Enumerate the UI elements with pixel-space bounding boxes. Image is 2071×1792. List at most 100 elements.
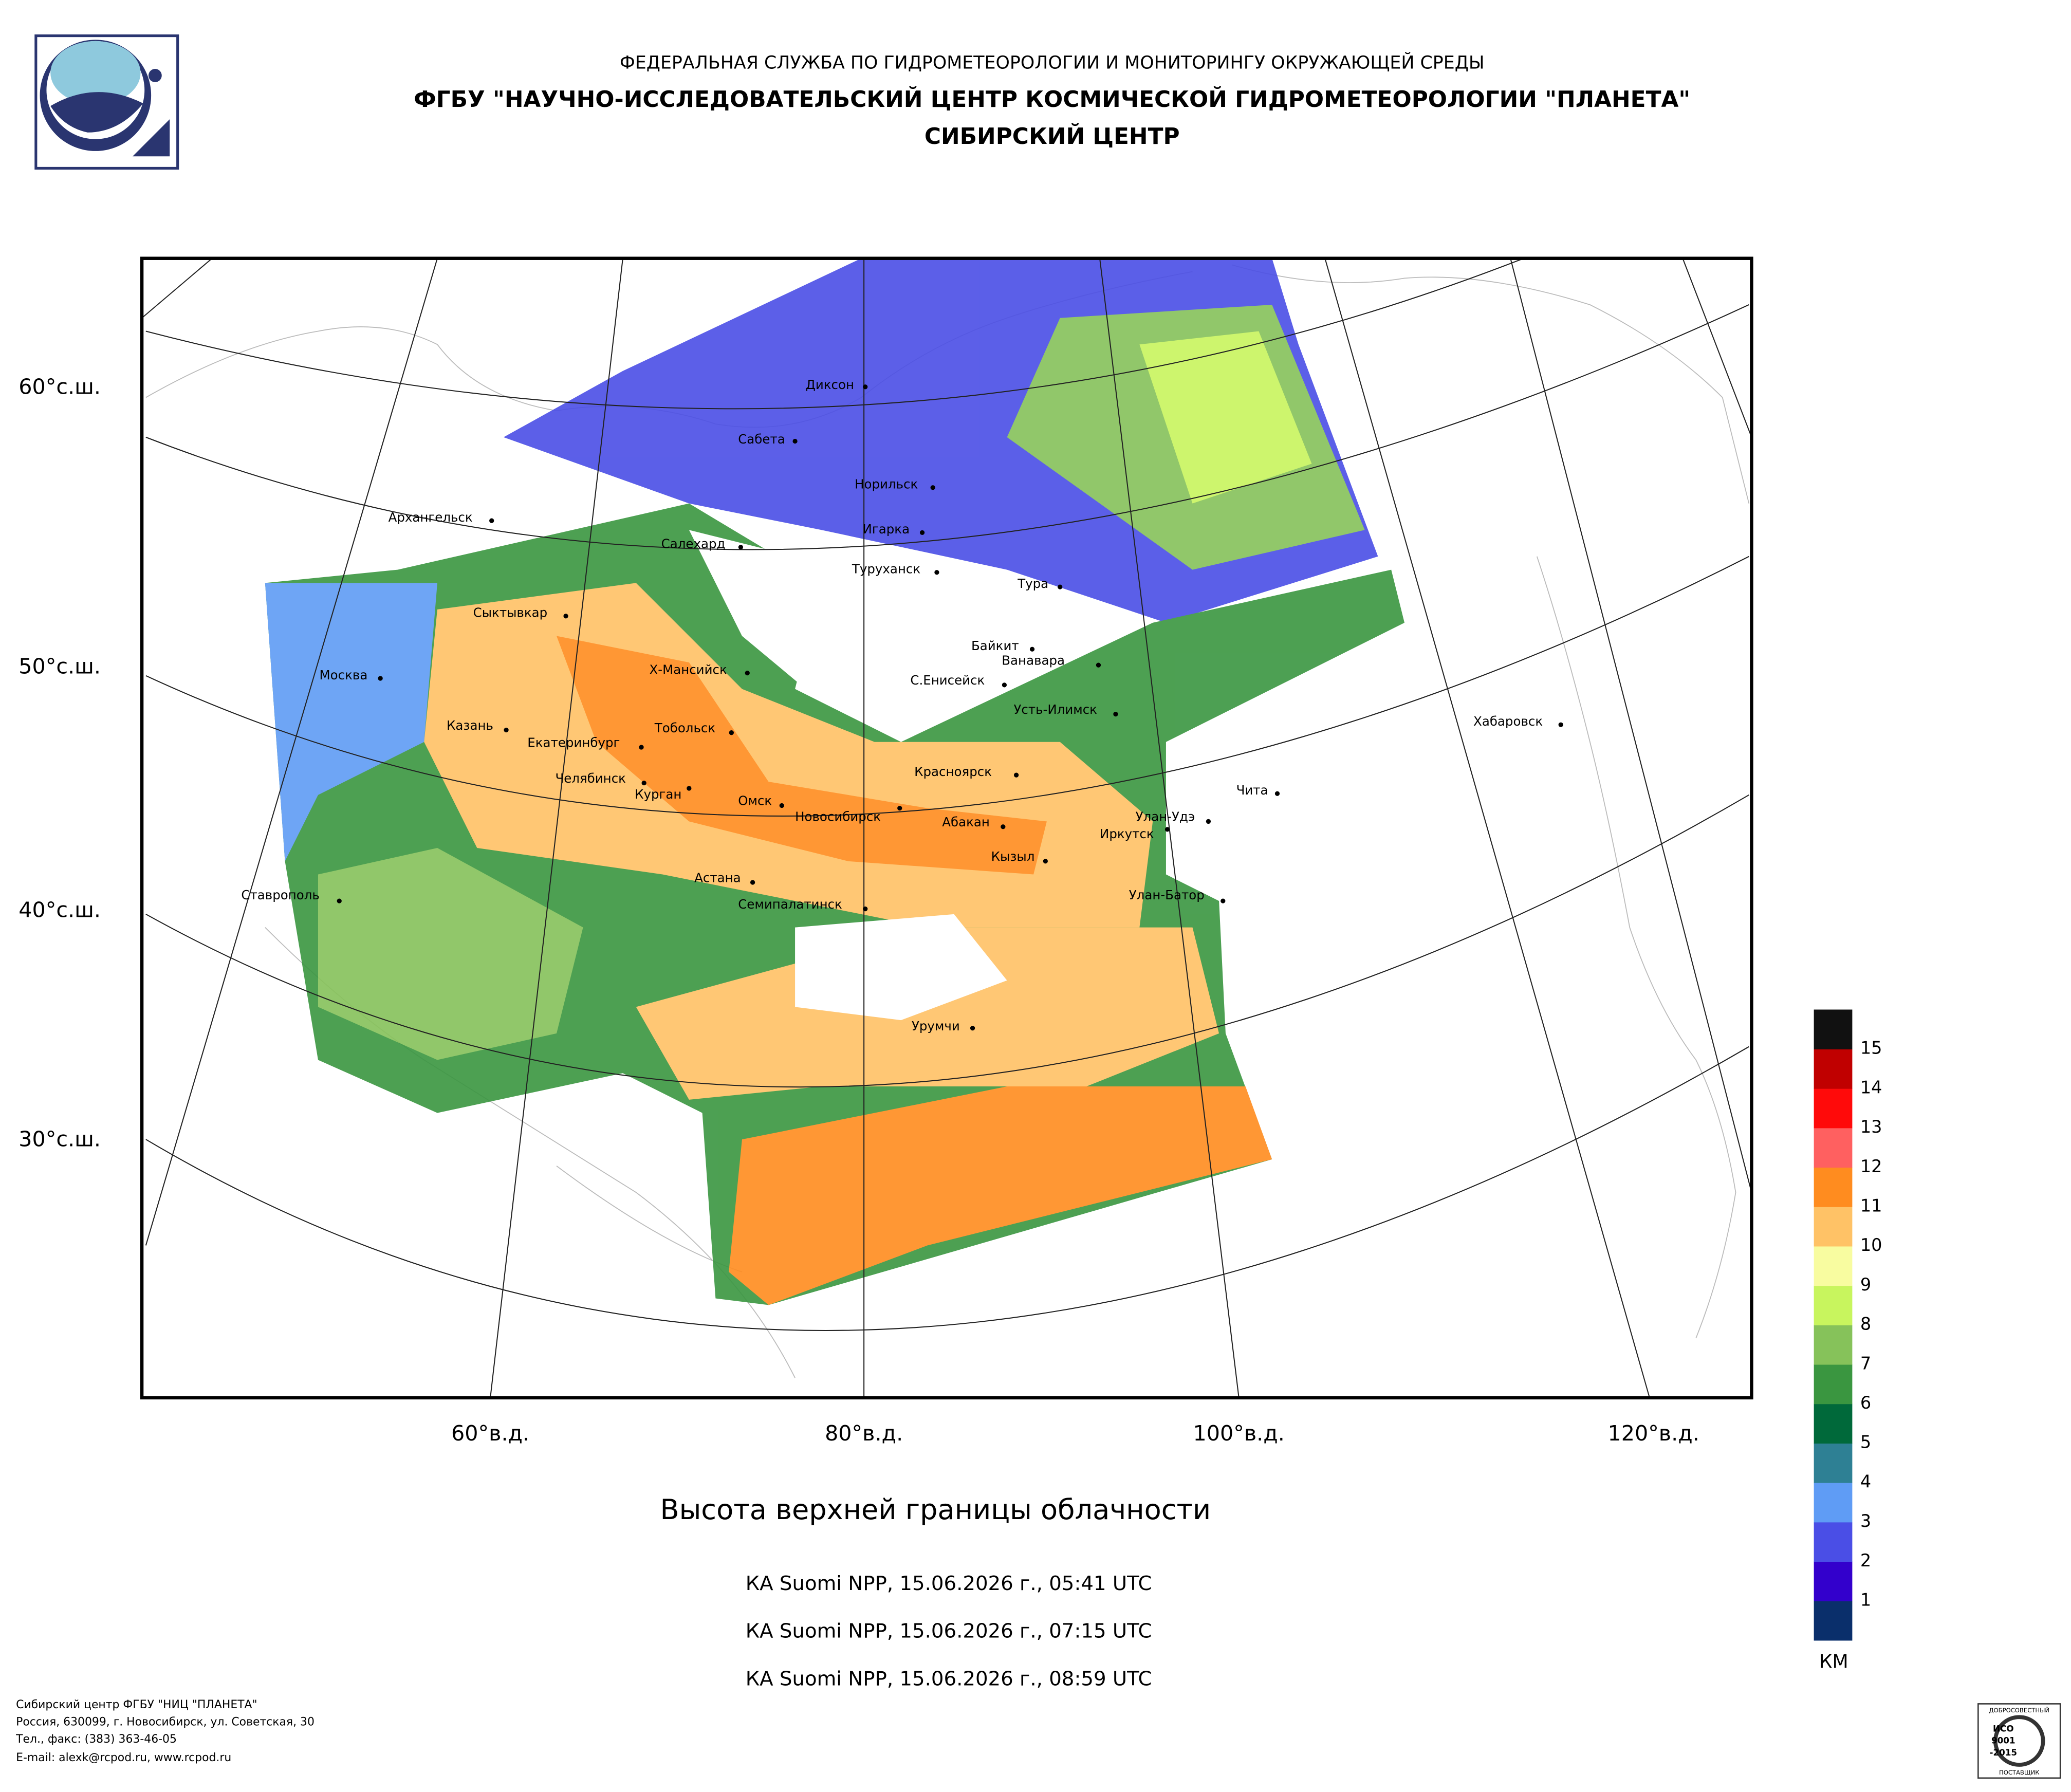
city-label: Екатеринбург [527,735,620,750]
legend-swatch [1814,1128,1853,1168]
lat-label: 50°с.ш. [19,654,101,678]
pass-line: КА Suomi NPP, 15.06.2026 г., 07:15 UTC [746,1620,1152,1643]
legend-swatch [1814,1522,1853,1562]
legend-label: 1 [1860,1590,1871,1610]
legend-label: 5 [1860,1432,1871,1452]
header-line: СИБИРСКИЙ ЦЕНТР [924,122,1180,150]
city-label: Чита [1236,783,1268,798]
graticule [142,258,1752,1398]
city-dot [1043,859,1048,864]
city-label: Байкит [971,638,1019,653]
header-line: ФЕДЕРАЛЬНАЯ СЛУЖБА ПО ГИДРОМЕТЕОРОЛОГИИ … [620,52,1485,73]
pass-line: КА Suomi NPP, 15.06.2026 г., 05:41 UTC [746,1572,1152,1595]
city-dot [639,745,644,750]
city-label: Ставрополь [241,888,319,902]
footer-line: Россия, 630099, г. Новосибирск, ул. Сове… [16,1716,315,1729]
footer-line: Сибирский центр ФГБУ "НИЦ "ПЛАНЕТА" [16,1698,257,1711]
map-frame [140,256,1753,1400]
legend-swatch [1814,1443,1853,1483]
city-dot [750,880,755,885]
map-area: Диксон Сабета Норильск Архангельск Игарка Сал… [142,258,1752,1398]
badge-text: ДОБРОСОВЕСТНЫЙ [1989,1706,2049,1714]
city-dot [930,485,935,490]
legend-swatch [1814,1600,1853,1641]
legend-swatch [1814,1403,1853,1444]
legend-label: 3 [1860,1511,1871,1531]
city-label: Новосибирск [795,809,881,824]
lon-label: 120°в.д. [1607,1421,1699,1446]
badge-text: ИСО [1993,1723,2014,1733]
city-label: Челябинск [555,771,626,786]
city-label: Тобольск [654,721,715,735]
city-dot [1029,646,1035,652]
legend-swatch [1814,1364,1853,1405]
legend-label: 9 [1860,1274,1871,1295]
city-dot [563,614,568,619]
city-dot [863,906,868,912]
legend-label: 14 [1860,1077,1882,1097]
lon-label: 60°в.д. [451,1421,529,1446]
city-label: С.Енисейск [910,673,985,688]
badge-text: ПОСТАВЩИК [1999,1769,2040,1776]
badge-text: 9001 [1991,1735,2015,1746]
legend-label: 7 [1860,1353,1871,1373]
header-line: ФГБУ "НАУЧНО-ИССЛЕДОВАТЕЛЬСКИЙ ЦЕНТР КОС… [414,85,1690,113]
city-dot [1558,722,1563,727]
legend-swatch [1814,1167,1853,1207]
legend-label: 2 [1860,1550,1871,1571]
city-label: Казань [447,718,493,733]
city-label: Москва [320,668,368,682]
city-label: Архангельск [389,510,473,525]
footer-line: Тел., факс: (383) 363-46-05 [15,1733,177,1746]
city-label: Салехард [661,537,726,551]
legend-unit: КМ [1819,1651,1848,1673]
lat-label: 30°с.ш. [19,1127,101,1152]
city-dot [970,1025,975,1031]
city-dot [738,545,744,550]
lat-label: 60°с.ш. [19,374,101,399]
product-title: Высота верхней границы облачности [660,1493,1211,1526]
city-label: Туруханск [852,562,920,577]
legend-swatch [1814,1482,1853,1523]
city-label: Красноярск [914,764,992,779]
city-label: Сыктывкар [473,605,548,620]
city-dot [378,676,383,681]
city-dot [779,803,784,808]
city-dot [1164,827,1170,832]
city-dot [745,671,750,676]
city-dot [489,518,494,523]
city-label: Астана [694,870,741,885]
footer-line: E-mail: alexk@rcpod.ru, www.rcpod.ru [16,1751,231,1764]
legend-swatch [1814,1206,1853,1247]
city-dot [641,781,646,786]
legend-swatch [1814,1285,1853,1325]
lon-label: 80°в.д. [825,1421,903,1446]
legend-swatch [1814,1561,1853,1601]
city-dot [934,570,939,575]
city-label: Диксон [806,377,854,392]
city-dot [919,530,925,535]
city-dot [504,727,509,733]
city-dot [1206,819,1211,824]
city-dot [1058,584,1063,589]
city-label: Хабаровск [1473,714,1543,729]
legend-label: 13 [1860,1117,1882,1137]
city-label: Тура [1017,576,1048,591]
lat-label: 40°с.ш. [19,898,101,922]
city-dot [897,805,902,811]
city-label: Омск [738,793,772,808]
legend-label: 15 [1860,1038,1882,1058]
city-dot [1113,711,1118,717]
iso-badge: ДОБРОСОВЕСТНЫЙ ИСО 9001 -2015 ПОСТАВЩИК [1977,1703,2061,1779]
lon-label: 100°в.д. [1193,1421,1285,1446]
city-dot [863,384,868,390]
logo [34,34,179,170]
city-label: Иркутск [1100,826,1154,841]
city-dot [729,730,734,735]
city-dot [1002,682,1007,688]
city-label: Улан-Удэ [1136,809,1195,824]
legend-label: 6 [1860,1393,1871,1413]
city-dot [792,438,798,444]
